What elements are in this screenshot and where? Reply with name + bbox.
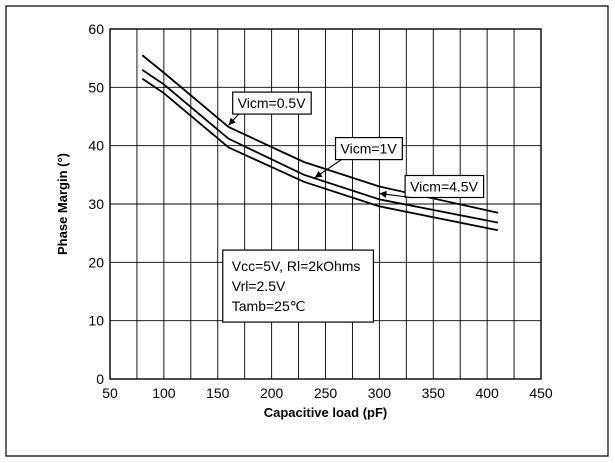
- series-lines: [141, 54, 499, 232]
- x-tick-label: 300: [368, 385, 392, 401]
- y-tick-label: 40: [88, 138, 104, 154]
- series-arrowhead: [314, 170, 323, 178]
- x-tick-label: 450: [529, 385, 553, 401]
- y-tick-label: 60: [88, 21, 104, 37]
- y-tick-label: 10: [88, 313, 104, 329]
- x-tick-label: 150: [206, 385, 230, 401]
- condition-line: Vcc=5V, Rl=2kOhms: [232, 258, 361, 274]
- plot-area-frame: [109, 28, 542, 380]
- series-arrowhead: [228, 117, 236, 126]
- x-tick-label: 100: [152, 385, 176, 401]
- series-label: Vicm=0.5V: [238, 95, 306, 111]
- series-label-box: [404, 174, 485, 199]
- condition-line: Tamb=25℃: [232, 298, 306, 314]
- x-tick-label: 200: [260, 385, 284, 401]
- x-tick-label: 400: [475, 385, 499, 401]
- series-line: [141, 77, 499, 232]
- x-tick-label: 350: [422, 385, 446, 401]
- series-annotations: Vicm=0.5V Vicm=1V Vicm=4.5V: [228, 91, 485, 199]
- outer-frame: [5, 5, 609, 457]
- series-line: [141, 54, 499, 214]
- y-tick-label: 50: [88, 79, 104, 95]
- y-tick-label: 0: [96, 371, 104, 387]
- y-tick-label: 30: [88, 196, 104, 212]
- x-tick-label: 250: [314, 385, 338, 401]
- y-axis-label: Phase Margin (°): [55, 153, 70, 255]
- series-label-box: [334, 136, 403, 161]
- series-line: [141, 69, 499, 224]
- series-annotation: Vicm=4.5V: [379, 174, 485, 199]
- series-label: Vicm=1V: [341, 141, 398, 157]
- x-axis-label: Capacitive load (pF): [264, 405, 388, 420]
- x-tick-label: 50: [102, 385, 118, 401]
- condition-line: Vrl=2.5V: [232, 278, 286, 294]
- series-arrowhead: [379, 190, 387, 198]
- series-label: Vicm=4.5V: [410, 179, 478, 195]
- tick-labels: 50 100 150 200 250 300 350 400 450 0 10 20 30 40 50 60: [88, 21, 552, 401]
- y-tick-label: 20: [88, 254, 104, 270]
- conditions-box: Vcc=5V, Rl=2kOhms Vrl=2.5V Tamb=25℃: [222, 249, 375, 323]
- conditions-box-frame: [222, 249, 375, 323]
- series-annotation: Vicm=0.5V: [228, 91, 312, 126]
- series-annotation: Vicm=1V: [314, 136, 403, 179]
- series-label-box: [232, 91, 312, 115]
